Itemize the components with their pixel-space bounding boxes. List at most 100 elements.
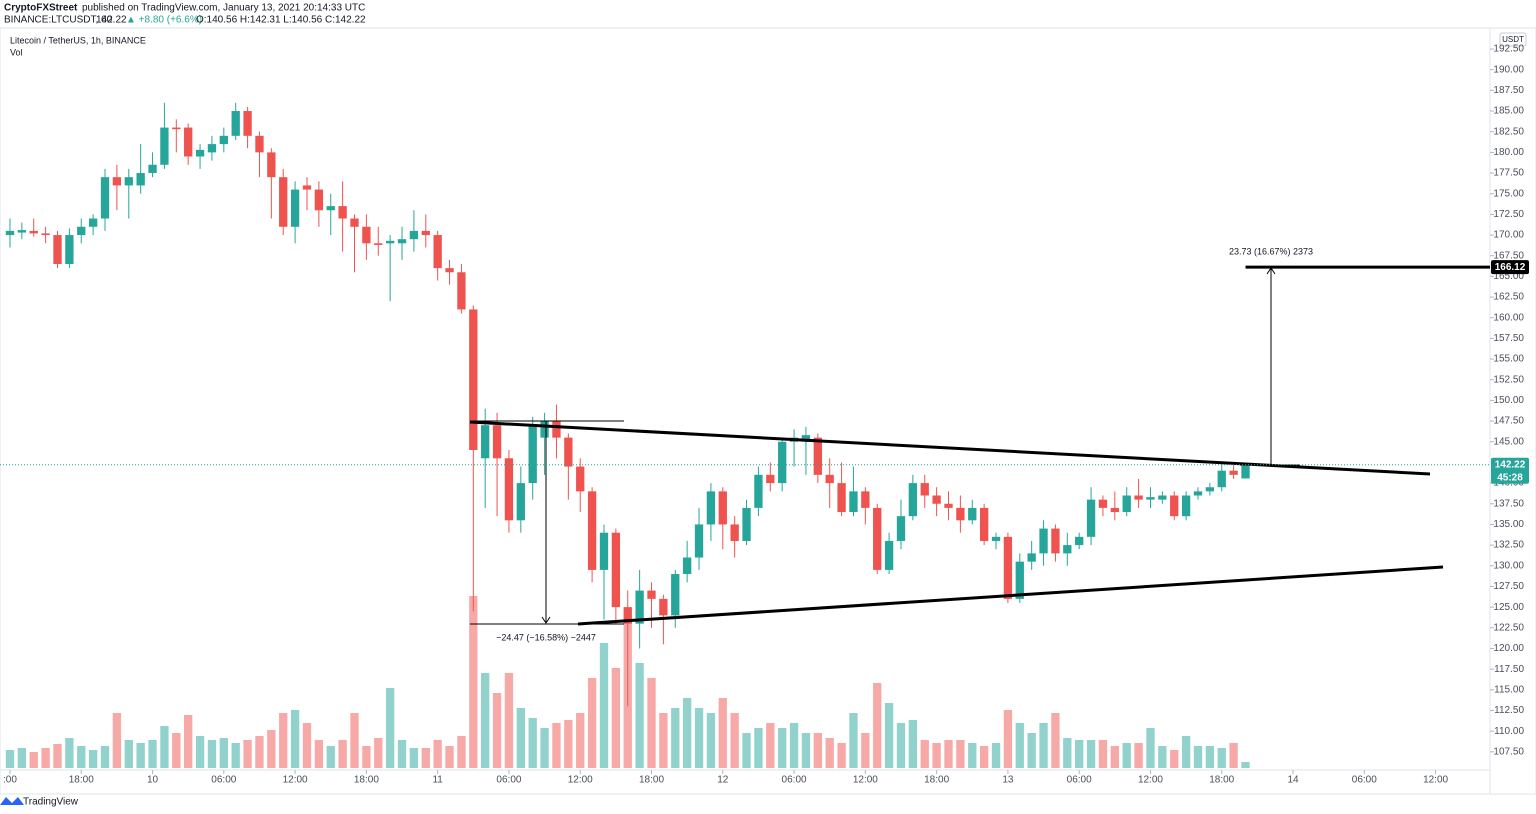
volume-bar <box>944 740 953 768</box>
candle-body <box>1205 487 1215 492</box>
candle-body <box>1229 470 1238 475</box>
volume-bar <box>195 736 205 768</box>
candle-body <box>1134 495 1143 500</box>
candle-body <box>469 309 478 451</box>
volume-bar <box>338 740 347 768</box>
x-tick-label: 12:00 <box>1138 775 1163 786</box>
volume-bar <box>17 748 27 768</box>
volume-bar <box>1027 733 1036 768</box>
x-tick-label: 14 <box>1287 775 1299 786</box>
candle-body <box>778 441 787 484</box>
candle-body <box>1146 497 1155 500</box>
candle-body <box>445 268 454 273</box>
candle-body <box>801 435 811 442</box>
candle-body <box>77 226 86 236</box>
candle-body <box>231 111 240 136</box>
volume-bar <box>682 698 692 768</box>
volume-bar <box>920 740 929 768</box>
candle-body <box>1110 507 1119 513</box>
volume-bar <box>1098 740 1108 768</box>
volume-bar <box>457 736 466 768</box>
y-tick-label: 135.00 <box>1493 519 1524 530</box>
volume-bar <box>1181 736 1191 768</box>
candle-body <box>397 239 407 244</box>
volume-bar <box>1110 746 1119 768</box>
candle-body <box>409 230 419 240</box>
arrow-head <box>541 616 551 624</box>
candle-body <box>1015 561 1024 599</box>
currency-box <box>1499 32 1527 47</box>
volume-bar <box>706 713 716 768</box>
candle-body <box>314 189 324 211</box>
y-tick-label: 152.50 <box>1493 374 1524 385</box>
volume-bar <box>671 708 680 768</box>
trend-line <box>577 565 1444 626</box>
volume-bar <box>540 728 549 768</box>
candle-body <box>374 243 383 245</box>
volume-bar <box>267 730 276 768</box>
candle-body <box>1003 536 1013 599</box>
volume-bar <box>207 740 217 768</box>
candle-body <box>184 127 193 157</box>
candle-body <box>991 536 1001 541</box>
x-tick-label: 06:00 <box>496 775 521 786</box>
y-tick-label: 187.50 <box>1493 85 1524 96</box>
candle-body <box>599 532 609 570</box>
candle-body <box>1051 528 1060 554</box>
volume-bar <box>136 743 145 768</box>
volume-bar <box>1229 743 1238 768</box>
volume-bar <box>374 738 383 768</box>
candle-body <box>1217 470 1226 488</box>
x-tick-label: 11 <box>432 775 443 786</box>
published: published on TradingView.com, January 13… <box>82 3 365 14</box>
candle-body <box>124 177 133 186</box>
y-tick-label: 180.00 <box>1493 147 1524 158</box>
y-tick-label: 125.00 <box>1493 602 1524 613</box>
y-tick-label: 172.50 <box>1493 209 1524 220</box>
candle-body <box>528 425 537 484</box>
candle-body <box>659 598 668 616</box>
candle-body <box>290 189 300 227</box>
volume-bar <box>279 713 288 768</box>
x-tick-label: 12 <box>717 775 729 786</box>
volume-bar <box>801 733 811 768</box>
volume-bar <box>849 713 858 768</box>
volume-bar <box>742 733 751 768</box>
x-tick-label: 18:00 <box>924 775 949 786</box>
candle-body <box>302 185 312 190</box>
volume-bar <box>1134 743 1143 768</box>
volume-bar <box>1158 746 1167 768</box>
volume-bar <box>516 708 525 768</box>
candle-body <box>968 507 977 521</box>
candle-body <box>481 425 490 459</box>
x-tick-label: 13 <box>1002 775 1014 786</box>
countdown: 45:28 <box>1497 472 1523 483</box>
candle-body <box>362 226 371 244</box>
candle-body <box>1193 491 1203 496</box>
volume-bar <box>754 728 763 768</box>
candle-body <box>279 177 288 227</box>
y-tick-label: 127.50 <box>1493 581 1524 592</box>
candle-body <box>635 590 644 624</box>
candle-body <box>1075 536 1084 546</box>
volume-bar <box>528 718 537 768</box>
y-tick-label: 150.00 <box>1493 395 1524 406</box>
volume-bar <box>160 726 169 768</box>
y-tick-label: 160.00 <box>1493 312 1524 323</box>
logo <box>0 797 24 805</box>
marks <box>5 102 1250 768</box>
volume-bar <box>718 698 727 768</box>
x-tick-label: 18:00 <box>1209 775 1234 786</box>
volume-bar <box>41 748 50 768</box>
volume-bar <box>124 740 133 768</box>
candle-body <box>195 149 205 157</box>
y-tick-label: 175.00 <box>1493 188 1524 199</box>
volume-bar <box>100 746 110 768</box>
volume-bar <box>112 713 122 768</box>
candle-body <box>611 532 621 608</box>
volume-bar <box>730 713 739 768</box>
volume-bar <box>789 723 799 768</box>
trend-line <box>469 420 1431 476</box>
candle-body <box>1098 499 1108 508</box>
